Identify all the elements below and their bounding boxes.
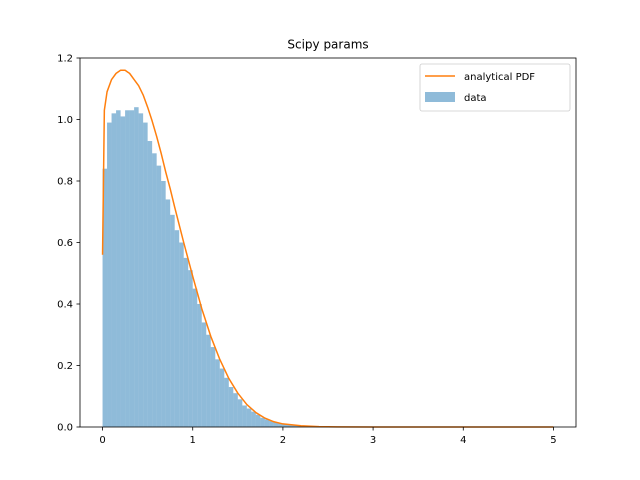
histogram-bar [143,122,148,427]
legend: analytical PDF data [419,63,571,112]
histogram-bar [251,411,256,428]
x-tick-label: 4 [460,435,466,446]
histogram-bar [264,419,270,427]
histogram-bar [102,168,108,427]
histogram-bar [260,417,265,427]
histogram-bar [296,425,301,427]
legend-label-data: data [464,93,487,104]
histogram-bar [138,113,144,427]
histogram-bar [107,122,112,427]
histogram-bar [147,141,153,427]
y-tick-label: 0.0 [57,423,73,434]
histogram-bar [152,153,157,427]
legend-box [419,63,571,112]
x-axis: 0 1 2 3 4 5 [99,427,557,446]
histogram-bar [179,242,184,427]
histogram-bar [120,116,126,428]
histogram-bar [246,408,252,427]
histogram-bar [287,424,292,427]
legend-bar-swatch [425,92,455,102]
histogram-bar [161,181,166,427]
chart-title: Scipy params [287,38,368,52]
pdf-line [101,69,554,428]
y-tick-label: 0.8 [57,177,73,188]
histogram-bar [134,107,139,427]
histogram-bar [183,257,189,428]
histogram-bar [210,347,216,427]
histogram-bar [255,414,261,427]
histogram-bar [165,199,171,427]
histogram-bar [206,334,211,427]
y-tick-label: 0.2 [57,361,73,372]
histogram-bar [188,270,193,427]
x-tick-label: 0 [99,435,105,446]
histogram-bar [219,368,225,427]
histogram-bar [111,113,117,427]
histogram-bar [215,359,220,427]
histogram-bar [291,425,297,427]
histogram-bar [282,423,288,427]
histogram-bar [228,387,234,427]
histogram-bar [116,110,121,428]
y-tick-label: 1.0 [57,115,73,126]
y-axis: 0.0 0.2 0.4 0.6 0.8 1.0 1.2 [57,54,80,434]
histogram-bar [224,377,229,427]
histogram-bar [269,420,274,427]
histogram-bar [170,214,175,427]
histogram-bar [233,393,238,427]
x-tick-label: 2 [280,435,286,446]
legend-label-pdf: analytical PDF [464,72,535,83]
histogram-bar [278,423,283,427]
x-tick-label: 1 [190,435,196,446]
x-tick-label: 3 [370,435,376,446]
pdf-line-layer [101,69,554,428]
histogram-bar [156,165,162,428]
histogram-bars [102,107,324,428]
histogram-bar [129,110,135,428]
histogram-bar [192,288,198,428]
x-tick-label: 5 [550,435,556,446]
y-tick-label: 1.2 [57,54,73,65]
histogram-bar [242,405,247,427]
histogram-bar [197,304,202,427]
histogram-bar [273,422,279,427]
y-tick-label: 0.4 [57,300,73,311]
histogram-bar [237,399,243,427]
y-tick-label: 0.6 [57,238,73,249]
histogram-bar [174,230,180,427]
histogram-bar [125,110,130,428]
histogram-bar [201,322,207,427]
